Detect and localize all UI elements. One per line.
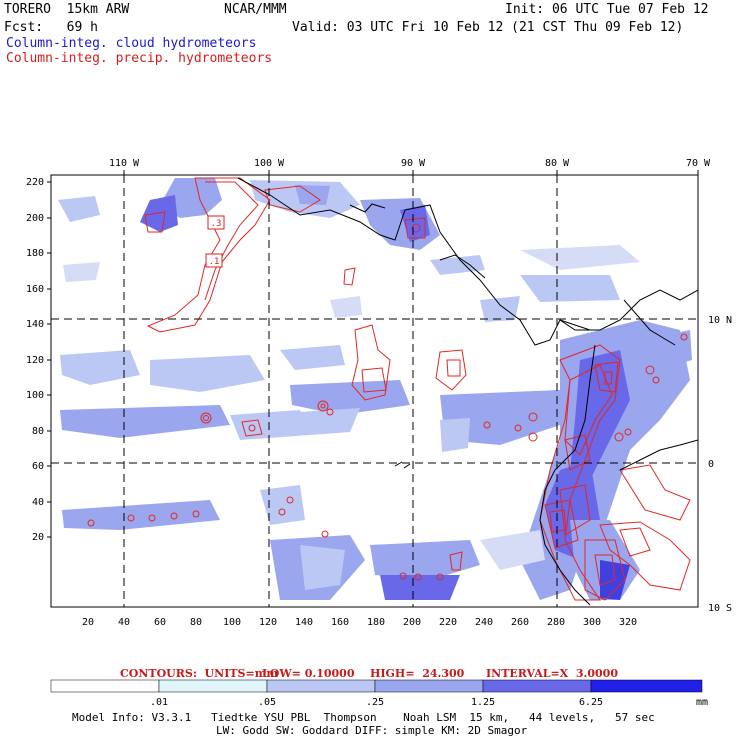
x-tick: 260 xyxy=(511,617,529,628)
colorbar-threshold: .05 xyxy=(258,697,277,708)
x-tick: 160 xyxy=(331,617,349,628)
y-tick: 40 xyxy=(32,497,44,508)
x-tick: 40 xyxy=(118,617,130,628)
x-tick: 320 xyxy=(619,617,637,628)
x-tick: 300 xyxy=(583,617,601,628)
contour-label: .3 xyxy=(211,219,222,229)
x-tick: 80 xyxy=(190,617,202,628)
lat-label: 10 N xyxy=(708,315,732,326)
cloud-shading-layer xyxy=(58,178,692,600)
colorbar-threshold: .01 xyxy=(150,697,169,708)
colorbar-bin xyxy=(590,679,703,693)
x-tick: 120 xyxy=(259,617,277,628)
contour-label-box xyxy=(205,253,223,268)
model-info-line1: Model Info: V3.3.1 Tiedtke YSU PBL Thomp… xyxy=(72,711,655,724)
y-tick: 200 xyxy=(26,213,44,224)
contour-interval: INTERVAL=X 3.0000 xyxy=(486,667,618,680)
model-title: TORERO 15km ARW xyxy=(4,2,130,17)
forecast-hour: Fcst: 69 h xyxy=(4,20,98,35)
forecast-map: 110 W 100 W 90 W 80 W 70 W 10 N 0 10 S 2… xyxy=(26,158,732,628)
colorbar-bin xyxy=(374,679,484,693)
x-tick: 240 xyxy=(475,617,493,628)
init-time: Init: 06 UTC Tue 07 Feb 12 xyxy=(505,2,709,17)
map-frame xyxy=(50,174,699,608)
lon-label: 100 W xyxy=(254,158,285,169)
org-label: NCAR/MMM xyxy=(224,2,287,17)
colorbar-threshold: 1.25 xyxy=(471,697,496,708)
y-tick: 140 xyxy=(26,319,44,330)
x-tick: 200 xyxy=(403,617,421,628)
y-tick: 120 xyxy=(26,355,44,366)
contour-label: .1 xyxy=(209,257,220,267)
colorbar-bin xyxy=(482,679,592,693)
valid-time: Valid: 03 UTC Fri 10 Feb 12 (21 CST Thu … xyxy=(292,20,684,35)
colorbar-unit: mm xyxy=(696,697,709,708)
lat-label: 10 S xyxy=(708,603,732,614)
lon-label: 110 W xyxy=(109,158,140,169)
colorbar-bin xyxy=(266,679,376,693)
contour-units: CONTOURS: UNITS=mm xyxy=(120,667,278,680)
lon-label: 70 W xyxy=(686,158,711,169)
contour-low: LOW= 0.10000 xyxy=(262,667,355,680)
y-tick: 180 xyxy=(26,248,44,259)
x-tick: 180 xyxy=(367,617,385,628)
precip-contour-layer xyxy=(87,177,691,601)
x-tick: 140 xyxy=(295,617,313,628)
y-tick: 20 xyxy=(32,532,44,543)
x-tick: 60 xyxy=(154,617,166,628)
contour-label-box xyxy=(207,215,225,230)
field-precip-label: Column-integ. precip. hydrometeors xyxy=(6,51,273,66)
colorbar-bin xyxy=(158,679,268,693)
model-info-line2: LW: Godd SW: Goddard DIFF: simple KM: 2D… xyxy=(216,724,528,737)
colorbar xyxy=(50,679,703,693)
y-tick: 160 xyxy=(26,284,44,295)
y-tick: 220 xyxy=(26,177,44,188)
coastlines xyxy=(237,177,698,606)
lon-label: 90 W xyxy=(401,158,426,169)
y-tick: 60 xyxy=(32,461,44,472)
x-tick: 20 xyxy=(82,617,94,628)
x-tick: 100 xyxy=(223,617,241,628)
colorbar-threshold: .25 xyxy=(366,697,385,708)
lat-label: 0 xyxy=(708,459,714,470)
colorbar-threshold: 6.25 xyxy=(579,697,604,708)
contour-high: HIGH= 24.300 xyxy=(370,667,465,680)
lon-label: 80 W xyxy=(545,158,570,169)
y-tick: 80 xyxy=(32,426,44,437)
colorbar-bin xyxy=(50,679,160,693)
graticule xyxy=(51,175,698,607)
x-tick: 280 xyxy=(547,617,565,628)
x-tick: 220 xyxy=(439,617,457,628)
field-cloud-label: Column-integ. cloud hydrometeors xyxy=(6,36,257,51)
y-tick: 100 xyxy=(26,390,44,401)
